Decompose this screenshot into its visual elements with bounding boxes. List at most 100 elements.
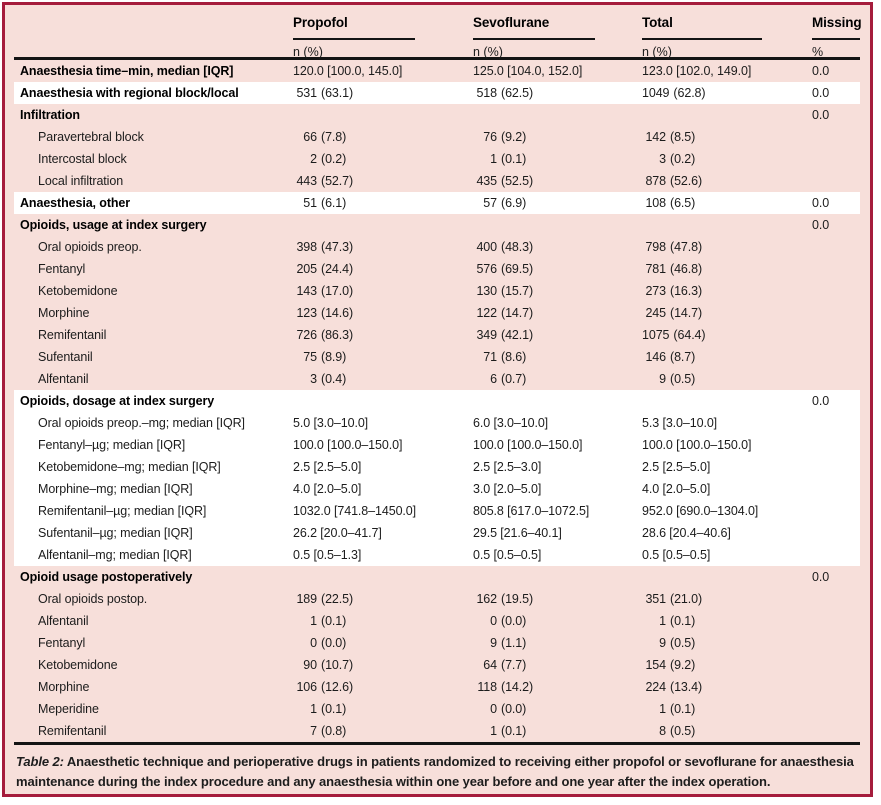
cell-propofol: 7 (0.8): [310, 724, 347, 738]
table-row: Anaesthesia with regional block/local 531…: [14, 82, 860, 104]
cell-propofol: 3 (0.4): [310, 372, 347, 386]
row-label: Opioids, dosage at index surgery: [20, 394, 215, 408]
cell-missing: [812, 434, 866, 456]
cell-sevoflurane: 64 (7.7): [483, 658, 527, 672]
column-header-total: Total n (%): [642, 14, 812, 59]
row-label: Sufentanil–µg; median [IQR]: [38, 526, 193, 540]
table-row: Ketobemidone 143 (17.0) 130 (15.7) 273 (16.3): [14, 280, 860, 302]
cell-missing: [812, 280, 866, 302]
row-label: Anaesthesia, other: [20, 196, 131, 210]
cell-propofol: 398 (47.3): [296, 240, 354, 254]
cell-total: 4.0 [2.0–5.0]: [642, 482, 711, 496]
cell-missing: [812, 610, 866, 632]
cell-sevoflurane: 76 (9.2): [483, 130, 527, 144]
cell-missing: [812, 236, 866, 258]
cell-propofol: 726 (86.3): [296, 328, 354, 342]
cell-sevoflurane: 57 (6.9): [483, 196, 527, 210]
table-row: Infiltration 0.0: [14, 104, 860, 126]
cell-total: 952.0 [690.0–1304.0]: [642, 504, 759, 518]
cell-sevoflurane: 2.5 [2.5–3.0]: [473, 460, 542, 474]
cell-sevoflurane: 349 (42.1): [476, 328, 534, 342]
row-label: Ketobemidone–mg; median [IQR]: [38, 460, 221, 474]
cell-total: 146 (8.7): [645, 350, 696, 364]
cell-missing: 0.0: [812, 218, 830, 232]
cell-sevoflurane: 805.8 [617.0–1072.5]: [473, 504, 590, 518]
cell-sevoflurane: 71 (8.6): [483, 350, 527, 364]
table-header: Propofol n (%) Sevoflurane n (%) Total n…: [14, 5, 862, 59]
cell-total: 878 (52.6): [645, 174, 703, 188]
table-row: Sufentanil 75 (8.9) 71 (8.6) 146 (8.7): [14, 346, 860, 368]
table-row: Opioids, dosage at index surgery 0.0: [14, 390, 860, 412]
cell-total: 1 (0.1): [659, 614, 696, 628]
row-label: Morphine: [38, 680, 90, 694]
cell-total: 123.0 [102.0, 149.0]: [642, 64, 752, 78]
cell-sevoflurane: [473, 390, 642, 412]
cell-missing: [812, 302, 866, 324]
cell-propofol: 90 (10.7): [303, 658, 354, 672]
cell-total: 154 (9.2): [645, 658, 696, 672]
table-row: Oral opioids preop. 398 (47.3) 400 (48.3) 798…: [14, 236, 860, 258]
cell-sevoflurane: 0.5 [0.5–0.5]: [473, 548, 542, 562]
table-row: Remifentanil 7 (0.8) 1 (0.1) 8 (0.5): [14, 720, 860, 742]
cell-sevoflurane: [473, 104, 642, 126]
column-sub-label: n (%): [642, 45, 672, 59]
cell-missing: [812, 654, 866, 676]
row-label: Sufentanil: [38, 350, 93, 364]
cell-missing: 0.0: [812, 108, 830, 122]
column-header-sevoflurane: Sevoflurane n (%): [473, 14, 642, 59]
row-label: Anaesthesia with regional block/local: [20, 86, 239, 100]
cell-sevoflurane: 130 (15.7): [476, 284, 534, 298]
cell-total: 1049 (62.8): [642, 86, 706, 100]
cell-sevoflurane: 162 (19.5): [476, 592, 534, 606]
column-sub-label: %: [812, 45, 824, 59]
table-row: Morphine–mg; median [IQR] 4.0 [2.0–5.0] 3.…: [14, 478, 860, 500]
cell-total: 3 (0.2): [659, 152, 696, 166]
column-label-propofol: Propofol: [293, 15, 348, 30]
row-label: Fentanyl–µg; median [IQR]: [38, 438, 186, 452]
table-row: Meperidine 1 (0.1) 0 (0.0) 1 (0.1): [14, 698, 860, 720]
table-row: Local infiltration 443 (52.7) 435 (52.5) 878(…: [14, 170, 860, 192]
cell-sevoflurane: 576 (69.5): [476, 262, 534, 276]
column-label-missing: Missing: [812, 15, 862, 30]
table-row: Morphine 123 (14.6) 122 (14.7) 245 (14.7): [14, 302, 860, 324]
cell-missing: [812, 170, 866, 192]
cell-propofol: 443 (52.7): [296, 174, 354, 188]
cell-sevoflurane: 118 (14.2): [477, 680, 534, 694]
cell-missing: [812, 632, 866, 654]
cell-total: [642, 390, 812, 412]
cell-sevoflurane: 0 (0.0): [490, 702, 527, 716]
header-rule: [14, 57, 860, 60]
cell-total: 1 (0.1): [659, 702, 696, 716]
cell-sevoflurane: 6 (0.7): [490, 372, 527, 386]
row-label: Alfentanil: [38, 372, 89, 386]
row-label: Infiltration: [20, 108, 80, 122]
table-row: Fentanyl 0 (0.0) 9 (1.1) 9 (0.5): [14, 632, 860, 654]
cell-propofol: 205 (24.4): [296, 262, 354, 276]
cell-propofol: 75 (8.9): [303, 350, 347, 364]
cell-total: 273 (16.3): [645, 284, 703, 298]
cell-sevoflurane: 0 (0.0): [490, 614, 527, 628]
cell-missing: [812, 258, 866, 280]
table-row: Anaesthesia time–min, median [IQR] 120.0 …: [14, 60, 860, 82]
row-label: Meperidine: [38, 702, 99, 716]
table-row: Oral opioids preop.–mg; median [IQR] 5.0 …: [14, 412, 860, 434]
table-row: Oral opioids postop. 189 (22.5) 162 (19.5) 35…: [14, 588, 860, 610]
table-row: Alfentanil–mg; median [IQR] 0.5 [0.5–1.3]…: [14, 544, 860, 566]
cell-missing: [812, 676, 866, 698]
cell-propofol: 66 (7.8): [303, 130, 347, 144]
cell-missing: [812, 478, 866, 500]
cell-missing: [812, 368, 866, 390]
column-header-rowlabels: [14, 14, 293, 59]
cell-total: 245 (14.7): [645, 306, 703, 320]
cell-propofol: 531 (63.1): [296, 86, 354, 100]
row-label: Ketobemidone: [38, 658, 118, 672]
cell-missing: [812, 126, 866, 148]
cell-propofol: [293, 390, 473, 412]
caption-text: Anaesthetic technique and perioperative …: [16, 754, 854, 789]
cell-missing: [812, 698, 866, 720]
table-row: Sufentanil–µg; median [IQR] 26.2 [20.0–41…: [14, 522, 860, 544]
table-row: Opioids, usage at index surgery 0.0: [14, 214, 860, 236]
row-label: Anaesthesia time–min, median [IQR]: [20, 64, 234, 78]
cell-missing: 0.0: [812, 86, 830, 100]
row-label: Opioids, usage at index surgery: [20, 218, 207, 232]
